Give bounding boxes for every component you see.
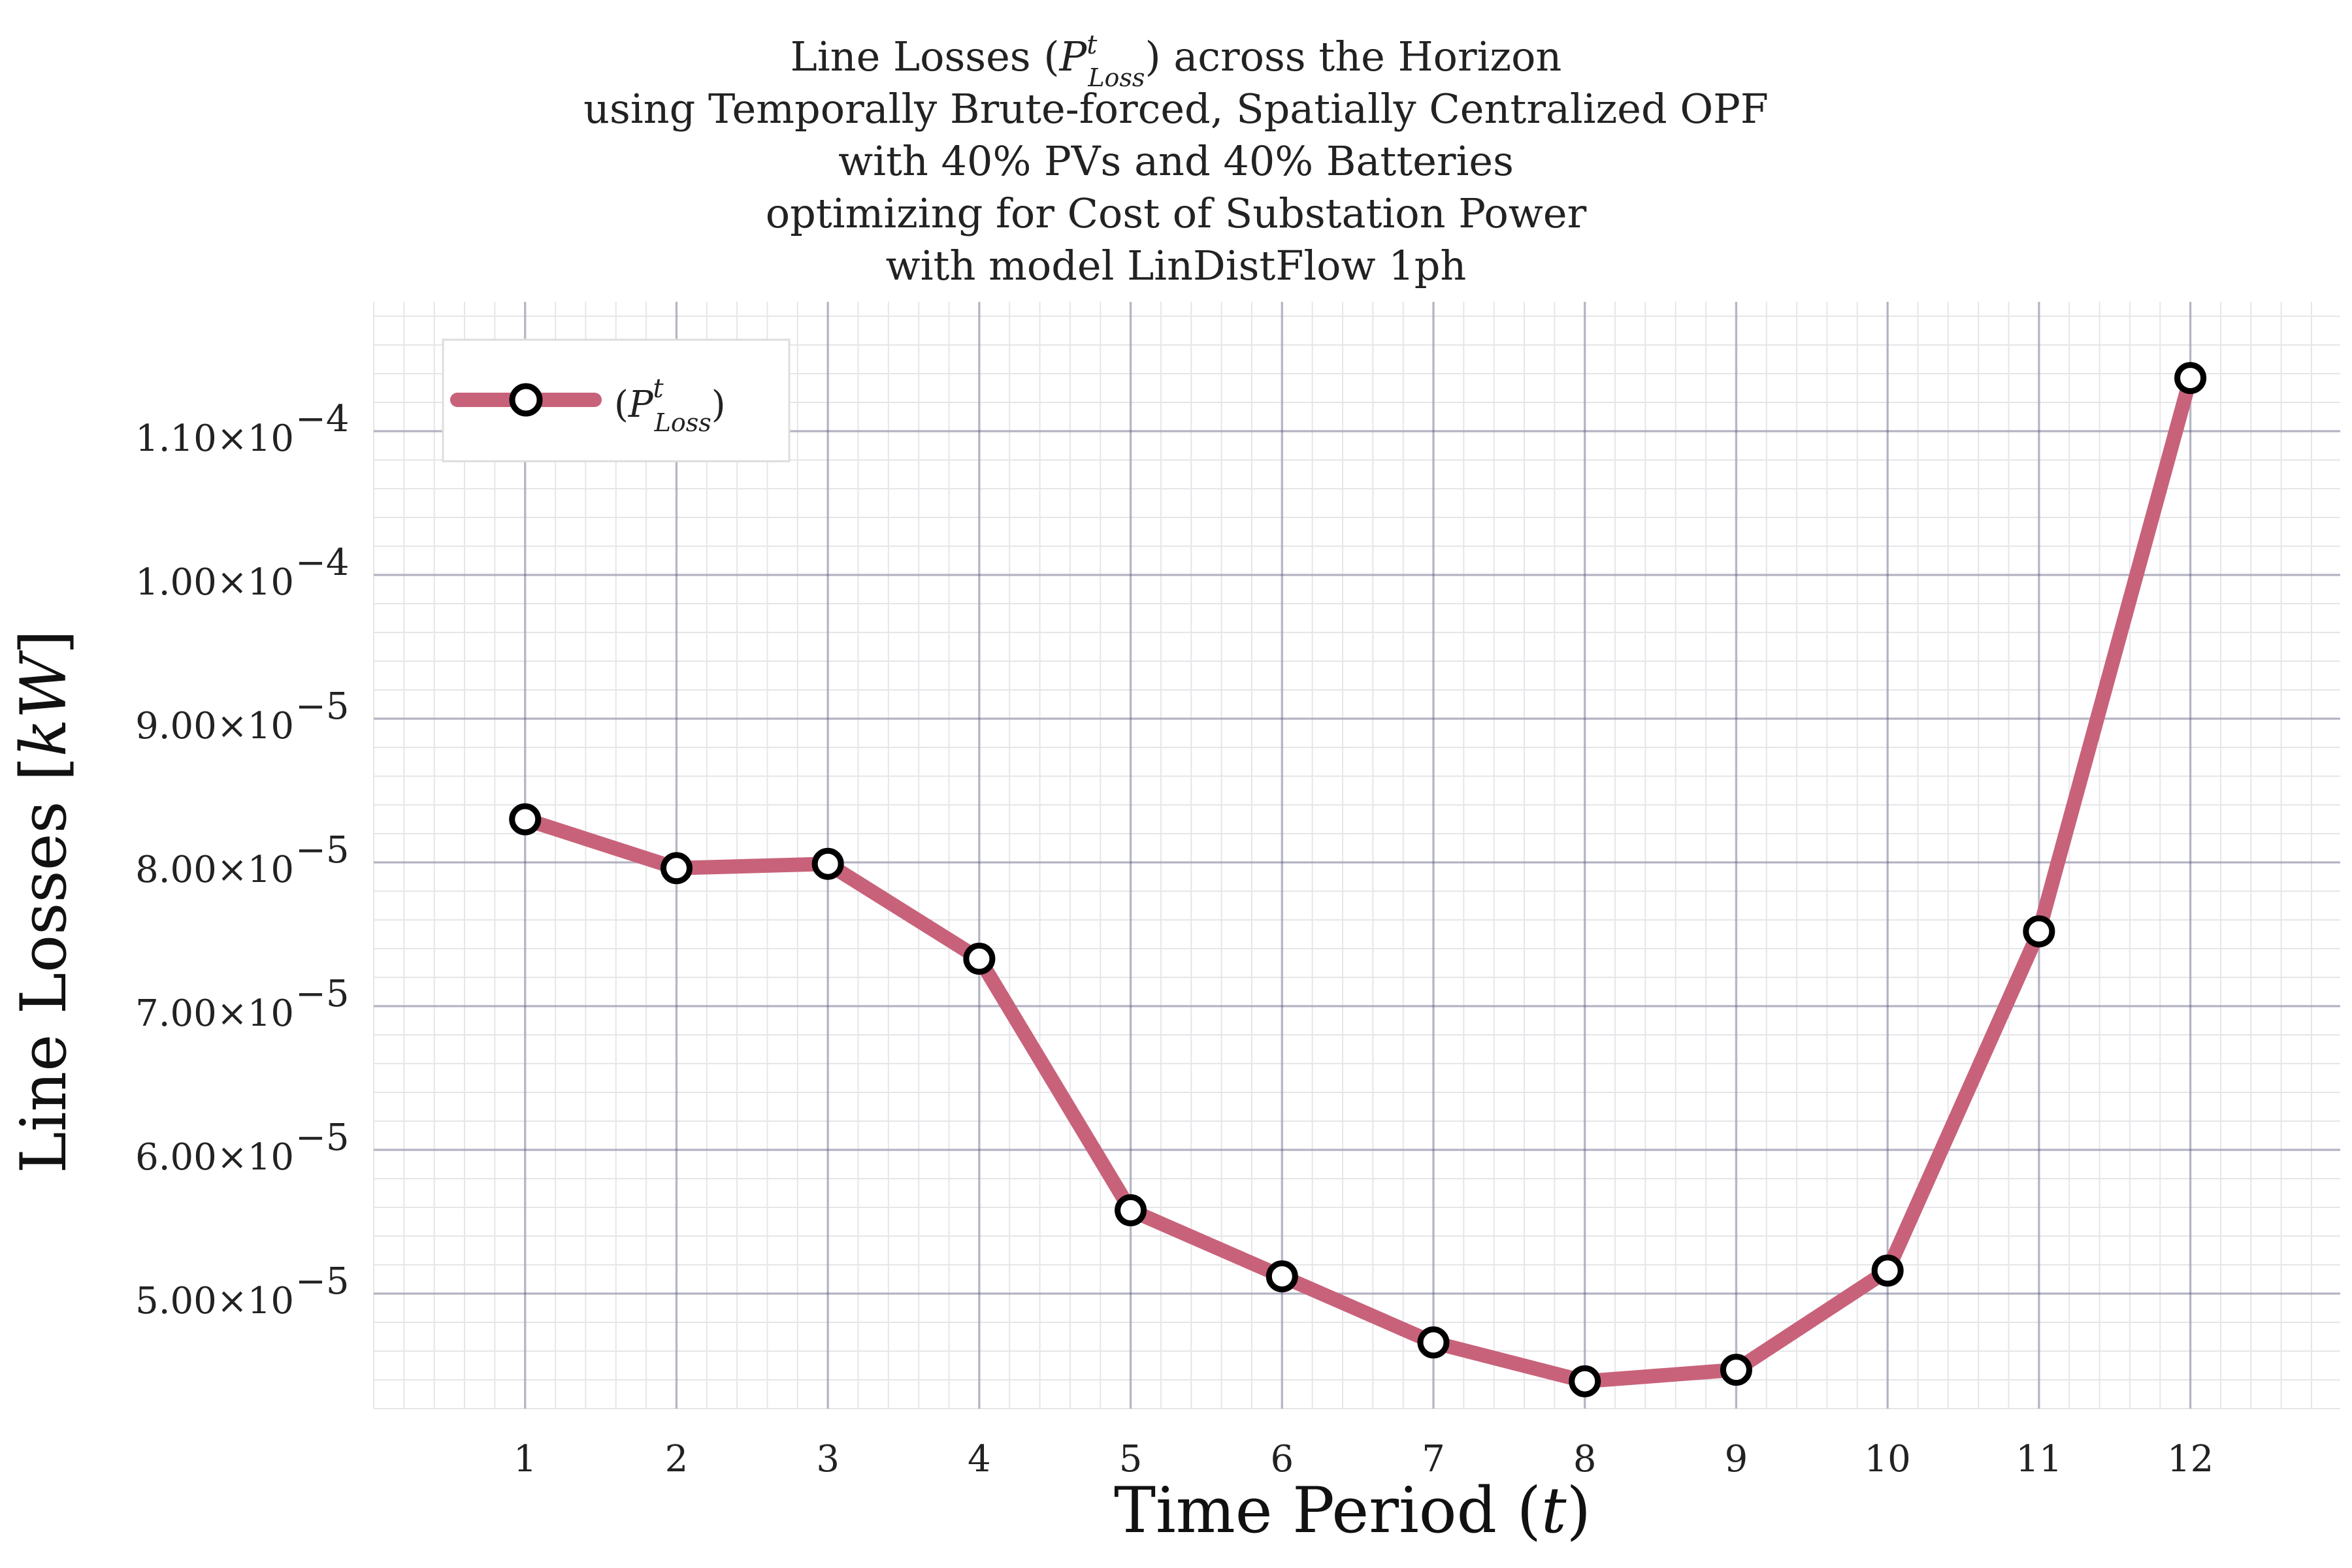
y-tick-exponent: −4 [295,542,350,584]
data-point [1569,1365,1601,1397]
y-label-kw: kW [7,649,80,757]
data-point [509,803,542,836]
x-label-t: t [1541,1474,1567,1547]
y-label-post: ] [7,630,80,654]
data-point [1266,1260,1298,1293]
y-tick-label: 6.00×10 [135,1136,294,1179]
x-tick-label: 7 [1422,1438,1445,1480]
title-line-2: using Temporally Brute-forced, Spatially… [583,85,1769,133]
y-tick-exponent: −4 [295,398,350,440]
legend: (Pt Loss) [442,338,791,463]
legend-t: t [653,374,664,404]
y-label-pre: Line Losses [ [7,757,80,1173]
x-tick-label: 5 [1119,1438,1143,1480]
y-axis-label: Line Losses [kW] [7,630,80,1173]
data-point [2174,362,2207,395]
x-label-pre: Time Period ( [1114,1474,1541,1547]
y-tick-exponent: −5 [295,1117,350,1159]
y-tick-label: 8.00×10 [135,849,294,891]
title-1-p: P [1059,33,1088,80]
legend-entry-loss: (Pt Loss) [614,374,726,437]
data-point [1115,1194,1147,1226]
x-tick-labels: 1 2 3 4 5 6 7 8 9 10 11 12 [514,1438,2213,1480]
x-tick-label: 6 [1270,1438,1294,1480]
legend-post: ) [711,384,726,426]
y-tick-label: 1.10×10 [135,417,294,460]
x-tick-label: 1 [514,1438,537,1480]
x-tick-label: 10 [1865,1438,1911,1480]
data-point [660,852,693,885]
x-axis-label: Time Period (t) [1114,1474,1591,1547]
data-point [1417,1326,1450,1359]
data-point [811,847,844,880]
x-label-post: ) [1567,1474,1591,1547]
data-point [2023,915,2055,948]
title-1-loss: Loss [1087,63,1145,92]
x-tick-label: 9 [1725,1438,1748,1480]
y-tick-exponent: −5 [295,829,350,872]
y-tick-labels: 5.00×10 −56.00×10 −57.00×10 −58.00×10 −59.00… [135,398,349,1322]
title-line-3: with 40% PVs and 40% Batteries [838,137,1514,185]
title-1-post: ) across the Horizon [1145,33,1561,80]
x-tick-label: 11 [2016,1438,2062,1480]
title-1-t: t [1086,30,1098,60]
legend-marker-swatch [509,383,543,417]
title-line-1: Line Losses (Pt Loss) across the Horizon [791,30,1562,92]
data-point [1871,1254,1904,1287]
y-tick-label: 9.00×10 [135,705,294,747]
x-tick-label: 12 [2167,1438,2213,1480]
legend-loss: Loss [654,408,711,437]
data-point [1720,1354,1752,1386]
title-1-pre: Line Losses ( [791,33,1060,80]
x-tick-label: 8 [1573,1438,1597,1480]
series-layer [509,362,2207,1397]
x-tick-label: 4 [968,1438,991,1480]
title-line-5: with model LinDistFlow 1ph [886,242,1467,289]
y-tick-label: 7.00×10 [135,992,294,1035]
y-tick-exponent: −5 [295,685,350,728]
x-tick-label: 2 [665,1438,689,1480]
series-line [517,370,2198,1389]
y-tick-label: 1.00×10 [135,561,294,604]
x-tick-label: 3 [816,1438,840,1480]
title-line-4: optimizing for Cost of Substation Power [766,189,1587,237]
data-point [963,942,996,975]
y-tick-exponent: −5 [295,1260,350,1303]
y-tick-label: 5.00×10 [135,1280,294,1322]
legend-pre: ( [614,384,629,426]
legend-p: P [628,384,654,426]
y-tick-exponent: −5 [295,973,350,1015]
chart-title: Line Losses (Pt Loss) across the Horizon … [583,30,1769,289]
